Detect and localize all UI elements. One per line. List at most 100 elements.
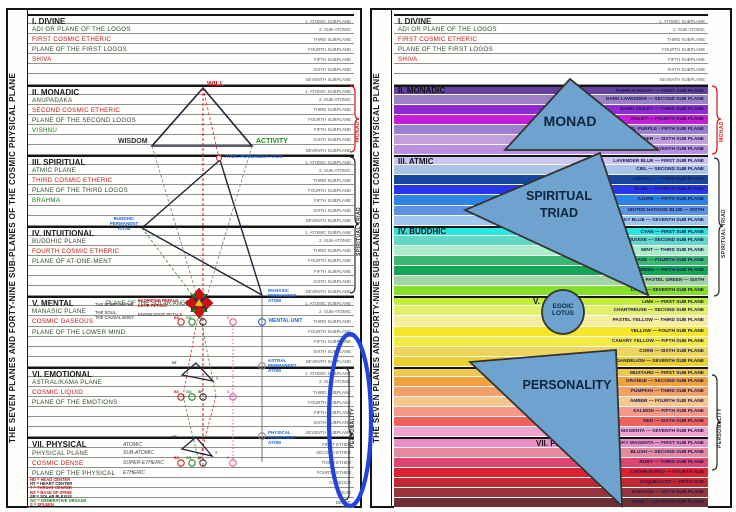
subplane-label: 1. ATOMIC SUBPLANE xyxy=(305,300,351,306)
centre-legend-item: SP = SOLAR PLEXUS xyxy=(30,493,72,499)
subplane-label: FOURTH ETHER xyxy=(316,470,351,476)
subplane-label: LIQUID xyxy=(336,490,351,496)
section-header: II. MONADIC xyxy=(398,86,446,96)
subplane-band: DANDELION — SEVENTH SUB PLANE xyxy=(394,356,708,367)
plane-row: PLANE OF THE LOWER MIND FOURTH SUBPLANE xyxy=(28,327,354,337)
subplane-band: CADMIUM RED — FOURTH SUB xyxy=(394,467,708,478)
personality-bracket-label-right: PERSONALITY xyxy=(717,408,723,448)
subplane-label: 1. ATOMIC SUBPLANE xyxy=(305,89,351,95)
plane-row: SEVENTH SUBPLANE xyxy=(28,427,354,438)
subplane-label: 2. SUB-ATOMIC xyxy=(318,308,351,314)
plane-row: ADI OR PLANE OF THE LOGOS 2. SUB-ATOMIC xyxy=(394,24,708,35)
plane-row: SEVENTH SUBPLANE xyxy=(28,286,354,297)
plane-row: SIXTH SUBPLANE xyxy=(28,64,354,75)
plane-row: I. DIVINE 1. ATOMIC SUBPLANE xyxy=(28,14,354,26)
band-label: CORN — SIXTH SUB PLANE xyxy=(639,348,704,354)
plane-row: GASEOUS xyxy=(28,478,354,488)
centre-legend-item: GO = GENERATIVE ORGANS xyxy=(30,498,87,503)
plane-row: III. SPIRITUAL 1. ATOMIC SUBPLANE xyxy=(28,155,354,167)
centre-mark: SP xyxy=(198,456,203,460)
subplane-band: MAROON — SIXTH SUB PLANE xyxy=(394,487,708,498)
plane-row-label: PLANE OF THE THIRD LOGOS xyxy=(32,187,129,195)
subplane-label: SIXTH SUBPLANE xyxy=(313,137,351,143)
subplane-label: SEVENTH SUBPLANE xyxy=(305,147,351,153)
centre-mark: BS xyxy=(174,316,179,320)
band-label: RUBY — THIRD SUB PLANE xyxy=(639,459,704,465)
spiritual-triad-shape-label: SPIRITUAL TRIAD xyxy=(526,189,592,220)
plane-row: VII. PHYSICAL ATOMIC FIRST ETHER xyxy=(28,437,354,449)
section-header: IV. BUDDHIC xyxy=(398,227,447,237)
plane-row: ASTRAL/KAMA PLANE 2. SUB-ATOMIC xyxy=(28,377,354,388)
will-label: WILL xyxy=(207,81,225,88)
subplane-label: THIRD SUBPLANE xyxy=(312,177,351,183)
centre-mark: GO xyxy=(186,456,192,460)
monad-bracket-label-right: MONAD xyxy=(719,121,725,142)
band-label: MINT — THIRD SUB PLANE xyxy=(641,247,704,253)
band-label: CYAN — FIRST SUB PLANE xyxy=(640,229,704,235)
plane-row-label: ATMIC PLANE xyxy=(32,167,77,175)
plane-row-label: MANASIC PLANE xyxy=(32,308,87,316)
plane-row-label: COSMIC DENSE xyxy=(32,459,84,467)
subplane-label: THIRD SUBPLANE xyxy=(312,389,351,395)
band-label: JADE — FOURTH SUB PLANE xyxy=(634,257,704,263)
band-label: AMBER — FOURTH SUB PLANE xyxy=(629,399,704,405)
plane-row-label: COSMIC LIQUID xyxy=(32,389,83,397)
centre-mark: T xyxy=(215,451,218,455)
subplane-band: BLUSH — SECOND SUB PLANE xyxy=(394,447,708,458)
plane-row-label: PLANE OF THE SECOND LOGOS xyxy=(32,116,137,124)
plane-row-label: PHYSICAL PLANE xyxy=(32,449,89,457)
plane-row: II. MONADIC 1. ATOMIC SUBPLANE xyxy=(28,84,354,97)
band-label: BRIGHT LAVENDER — SEVENTH SUB PLANE xyxy=(599,147,704,153)
subplane-label: SECOND ETHER xyxy=(316,450,351,456)
astral-permanent-atom-label: ASTRAL PERMANENT ATOM xyxy=(268,358,297,373)
subplane-label: FOURTH SUBPLANE xyxy=(308,187,351,193)
subplane-label: FIRST ETHER xyxy=(322,441,351,447)
section-header: I. DIVINE xyxy=(32,17,66,26)
subplane-band: AMBER — FOURTH SUB PLANE xyxy=(394,397,708,408)
plane-row: FIRST COSMIC ETHERIC THIRD SUBPLANE xyxy=(28,34,354,45)
plane-row: MANASIC PLANE 2. SUB-ATOMIC xyxy=(28,306,354,317)
plane-row: PLANE OF THE THIRD LOGOS FOURTH SUBPLANE xyxy=(28,185,354,196)
section-header-extra: PLANE OF THE SOLAR ANGEL xyxy=(106,300,193,307)
egoic-lotus-shape-label: EGOIC LOTUS xyxy=(551,303,575,317)
subplane-label: 1. ATOMIC SUBPLANE xyxy=(305,230,351,236)
subplane-band: MINT — THIRD SUB PLANE xyxy=(394,245,708,256)
plane-row: PLANE OF THE PHYSICAL ETHERIC FOURTH ETHER xyxy=(28,468,354,478)
subplane-label: FOURTH SUBPLANE xyxy=(308,258,351,264)
centre-mark: GO xyxy=(186,390,192,394)
band-label: YELLOW — FOUTH SUB PLANE xyxy=(630,328,704,334)
subplane-label: SIXTH SUBPLANE xyxy=(667,66,705,72)
plane-row-label: SHIVA xyxy=(32,56,52,64)
plane-row: VI. EMOTIONAL 1. ATOMIC SUBPLANE xyxy=(28,366,354,379)
subplane-label: FIFTH SUBPLANE xyxy=(313,409,351,415)
band-label: SKY BLUE — SEVENTH SUB PLANE xyxy=(620,217,704,223)
soul-caption: THE SOUL, THE CAUSAL BODY xyxy=(95,310,135,320)
plane-row-label: SHIVA xyxy=(398,56,418,64)
plane-row: PLANE OF AT-ONE-MENT FOURTH SUBPLANE xyxy=(28,256,354,267)
subplane-label: 2. SUB-ATOMIC xyxy=(318,97,351,103)
section-header: VI. EMOTIONAL xyxy=(32,369,92,379)
centre-mark: HT xyxy=(172,435,177,439)
plane-row-label: BUDDHIC PLANE xyxy=(32,237,87,245)
centre-mark: BS xyxy=(174,456,179,460)
subplane-label: SIXTH SUBPLANE xyxy=(313,278,351,284)
plane-row: SECOND COSMIC ETHERIC THIRD SUBPLANE xyxy=(28,105,354,115)
plane-row: ADI OR PLANE OF THE LOGOS 2. SUB-ATOMIC xyxy=(28,24,354,35)
centre-mark: BS xyxy=(174,390,179,394)
section-header: IV. INTUITIONAL xyxy=(32,228,94,238)
band-label: ORANGE — SECOND SUB PLANE xyxy=(625,378,704,384)
plane-row: VISHNU FIFTH SUBPLANE xyxy=(28,125,354,135)
band-label: DARK PASTEL PURPLE - FIFTH SUB PLANE xyxy=(602,126,704,132)
subplane-label: FIFTH SUBPLANE xyxy=(313,127,351,133)
plane-row-label: COSMIC GASEOUS xyxy=(32,318,94,326)
plane-row-label: ANUPADAKA xyxy=(32,96,73,104)
centre-mark: S xyxy=(227,390,230,394)
ether-grade-label: SUPER-ETHERIC xyxy=(123,460,164,467)
subplane-label: FIFTH SUBPLANE xyxy=(313,56,351,62)
subplane-label: SEVENTH SUBPLANE xyxy=(305,359,351,365)
right-vertical-title: THE SEVEN PLANES AND FORTY-NINE SUB-PLAN… xyxy=(372,10,392,506)
plane-row-label: SECOND COSMIC ETHERIC xyxy=(32,106,121,114)
monad-shape-label: MONAD xyxy=(543,113,597,129)
band-label: PASTEL GREEN — SIXTH xyxy=(645,278,704,284)
